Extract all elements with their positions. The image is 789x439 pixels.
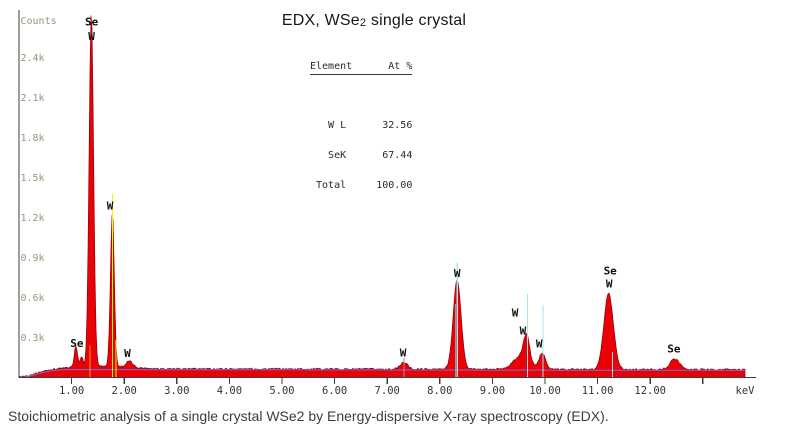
x-tick-label: 8.00 — [427, 385, 452, 397]
spectrum-area — [18, 15, 746, 378]
y-tick-label: 2.4k — [21, 53, 45, 64]
y-tick-label: 1.8k — [21, 133, 45, 144]
peak-label: W — [454, 267, 461, 280]
peak-label: W — [512, 306, 519, 319]
y-tick-label: 0.6k — [21, 293, 45, 304]
quant-table: Element At % W L 32.56 SeK 67.44 Total 1… — [310, 42, 413, 231]
peak-label: W — [107, 200, 114, 213]
x-tick-label: 7.00 — [375, 385, 400, 397]
x-tick-label: 12.00 — [634, 385, 666, 397]
y-axis-title: Counts — [21, 16, 57, 27]
edx-spectrum-plot: 1.00 2.00 3.00 4.00 5.00 6.00 7.00 8.00 9.00 10.0… — [18, 10, 756, 397]
x-tick-label: 6.00 — [322, 385, 347, 397]
peak-label: W — [536, 337, 543, 350]
peak-label: W — [606, 278, 613, 291]
x-tick-label: 2.00 — [112, 385, 137, 397]
quant-table-header: Element At % — [310, 62, 413, 75]
y-tick-label: 1.5k — [21, 173, 45, 184]
y-tick-label: 1.2k — [21, 213, 45, 224]
figure-caption: Stoichiometric analysis of a single crys… — [8, 408, 609, 424]
y-tick-label: 0.3k — [21, 333, 45, 344]
chart-title: EDX, WSe2 single crystal — [282, 12, 466, 30]
peak-label: W — [400, 346, 407, 359]
quant-table-row: SeK 67.44 — [310, 150, 413, 161]
edx-figure: 1.00 2.00 3.00 4.00 5.00 6.00 7.00 8.00 9.00 10.0… — [18, 10, 756, 397]
peak-label: Se — [667, 342, 681, 355]
peak-label: Se — [85, 16, 99, 29]
peak-label: Se — [604, 264, 618, 277]
quant-table-row: Total 100.00 — [310, 180, 413, 191]
x-tick-label: 5.00 — [269, 385, 294, 397]
quant-table-row: W L 32.56 — [310, 120, 413, 131]
chart-title-pre: EDX, WSe — [281, 12, 360, 29]
x-tick-label: 10.00 — [529, 385, 561, 397]
peak-label: W — [88, 30, 95, 43]
x-tick-label: 1.00 — [59, 385, 84, 397]
x-tick-label: 9.00 — [480, 385, 505, 397]
x-tick-label: 4.00 — [217, 385, 242, 397]
y-tick-label: 0.9k — [21, 253, 45, 264]
background-fit-line — [19, 369, 745, 378]
peak-label: Se — [70, 337, 84, 350]
kev-unit-label: keV — [736, 385, 756, 397]
chart-title-post: single crystal — [366, 12, 467, 29]
peak-label: W — [520, 324, 527, 337]
y-tick-label: 2.1k — [21, 93, 45, 104]
chart-title-subscript: 2 — [359, 17, 367, 29]
x-tick-label: 11.00 — [582, 385, 614, 397]
x-tick-label: 3.00 — [164, 385, 189, 397]
peak-label: W — [124, 347, 131, 360]
